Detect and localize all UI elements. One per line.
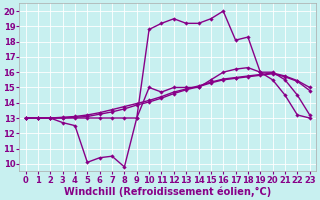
X-axis label: Windchill (Refroidissement éolien,°C): Windchill (Refroidissement éolien,°C) xyxy=(64,186,271,197)
